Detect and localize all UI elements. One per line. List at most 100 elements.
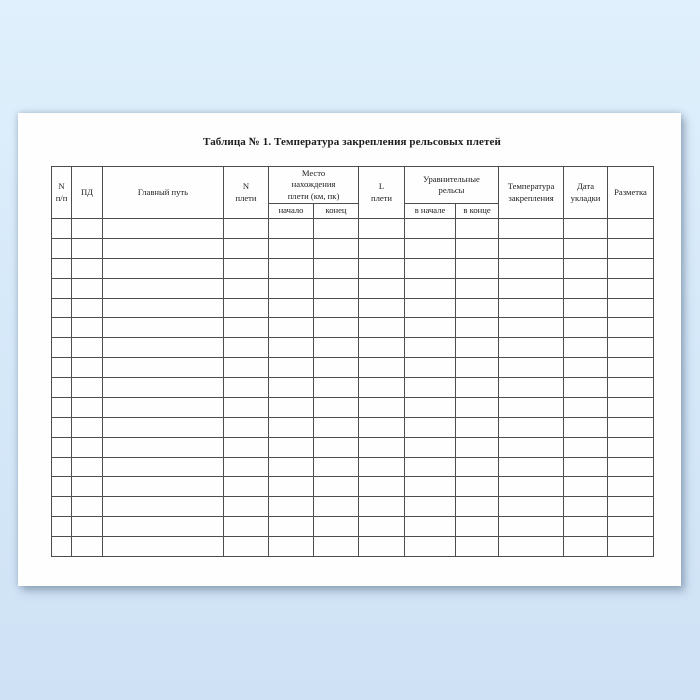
empty-cell <box>102 297 224 319</box>
empty-cell <box>268 496 314 518</box>
empty-cell <box>563 297 609 319</box>
empty-cell <box>358 337 405 359</box>
table-body <box>51 218 655 557</box>
empty-cell <box>102 536 224 557</box>
empty-cell <box>607 277 655 299</box>
empty-cell <box>404 416 456 438</box>
empty-cell <box>563 496 609 518</box>
empty-cell <box>454 357 500 378</box>
empty-cell <box>498 436 565 458</box>
empty-cell <box>71 317 103 339</box>
empty-cell <box>102 476 224 498</box>
empty-cell <box>268 257 314 279</box>
empty-cell <box>358 476 405 498</box>
empty-cell <box>498 357 565 378</box>
empty-cell <box>358 436 405 458</box>
header-row-sub: начало конец в начале в конце <box>52 203 654 219</box>
empty-cell <box>102 357 224 378</box>
col-header-pd: ПД <box>71 166 103 219</box>
empty-cell <box>454 516 500 537</box>
empty-cell <box>71 456 103 478</box>
table-row <box>51 436 655 458</box>
empty-cell <box>498 237 565 259</box>
col-header-string-num: N плети <box>223 166 269 219</box>
empty-cell <box>102 237 224 259</box>
empty-cell <box>313 237 359 259</box>
empty-cell <box>358 377 405 398</box>
table-row <box>51 237 655 259</box>
table-row <box>51 396 655 418</box>
table-row <box>51 536 655 557</box>
empty-cell <box>498 536 565 557</box>
empty-cell <box>223 237 269 259</box>
empty-cell <box>498 317 565 339</box>
empty-cell <box>404 436 456 458</box>
empty-cell <box>454 317 500 339</box>
col-header-fixing-temperature: Температура закрепления <box>498 166 565 219</box>
table-row <box>51 277 655 299</box>
empty-cell <box>358 317 405 339</box>
empty-cell <box>563 516 609 537</box>
table-row <box>51 377 655 398</box>
table-row <box>51 357 655 378</box>
col-header-string-length: L плети <box>358 166 405 219</box>
empty-cell <box>358 416 405 438</box>
empty-cell <box>404 536 456 557</box>
empty-cell <box>563 536 609 557</box>
empty-cell <box>223 476 269 498</box>
empty-cell <box>51 436 72 458</box>
empty-cell <box>454 277 500 299</box>
empty-cell <box>454 297 500 319</box>
empty-cell <box>358 357 405 378</box>
table-row <box>51 218 655 239</box>
empty-cell <box>313 516 359 537</box>
empty-cell <box>268 317 314 339</box>
empty-cell <box>563 277 609 299</box>
empty-cell <box>71 297 103 319</box>
empty-cell <box>51 297 72 319</box>
empty-cell <box>454 456 500 478</box>
empty-cell <box>223 257 269 279</box>
empty-cell <box>102 377 224 398</box>
empty-cell <box>268 516 314 537</box>
empty-cell <box>102 496 224 518</box>
empty-cell <box>223 357 269 378</box>
empty-cell <box>498 337 565 359</box>
empty-cell <box>563 396 609 418</box>
empty-cell <box>223 396 269 418</box>
empty-cell <box>51 337 72 359</box>
empty-cell <box>404 396 456 418</box>
empty-cell <box>404 476 456 498</box>
empty-cell <box>313 476 359 498</box>
empty-cell <box>498 496 565 518</box>
empty-cell <box>563 337 609 359</box>
empty-cell <box>71 436 103 458</box>
empty-cell <box>607 357 655 378</box>
empty-cell <box>313 436 359 458</box>
empty-cell <box>313 416 359 438</box>
empty-cell <box>498 516 565 537</box>
empty-cell <box>607 436 655 458</box>
empty-cell <box>607 456 655 478</box>
empty-cell <box>358 396 405 418</box>
col-header-location: Место нахождения плети (км, пк) <box>268 166 359 204</box>
empty-cell <box>563 377 609 398</box>
empty-cell <box>358 277 405 299</box>
empty-cell <box>498 257 565 279</box>
empty-cell <box>358 218 405 239</box>
table-header: N п/п ПД Главный путь N плети Место нахо… <box>51 166 655 219</box>
empty-cell <box>563 357 609 378</box>
col-header-rails-end: в конце <box>454 203 500 219</box>
empty-cell <box>102 277 224 299</box>
empty-cell <box>268 357 314 378</box>
table-row <box>51 456 655 478</box>
table-row <box>51 516 655 537</box>
empty-cell <box>313 277 359 299</box>
empty-cell <box>607 416 655 438</box>
empty-cell <box>454 536 500 557</box>
col-header-location-start: начало <box>268 203 314 219</box>
empty-cell <box>607 237 655 259</box>
empty-cell <box>313 297 359 319</box>
empty-cell <box>223 436 269 458</box>
empty-cell <box>223 297 269 319</box>
